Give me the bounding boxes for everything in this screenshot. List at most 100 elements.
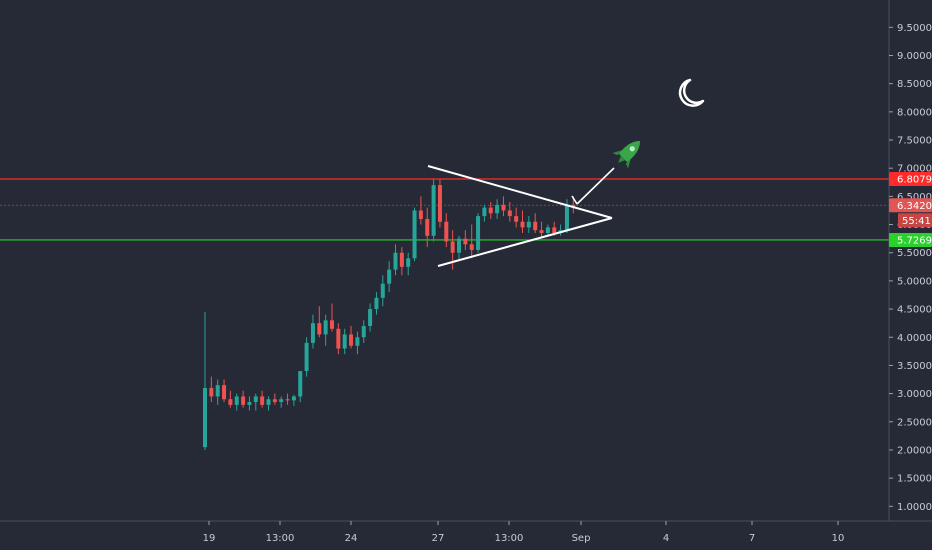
candle-body xyxy=(342,334,347,349)
candle-body xyxy=(450,241,455,253)
candle xyxy=(501,196,506,217)
price-axis[interactable]: 1.0000 1.5000 2.0000 2.5000 3.0000 3.5000 4.00… xyxy=(889,23,932,513)
triangle-pattern xyxy=(427,165,613,267)
candle-body xyxy=(380,283,385,298)
candle-body xyxy=(298,371,303,397)
candle xyxy=(272,393,277,405)
candle-body xyxy=(266,399,271,405)
candle-body xyxy=(310,323,315,343)
breakout-arrow-line xyxy=(576,167,615,205)
y-tick-label: 4.5000 xyxy=(897,305,932,316)
candle-body xyxy=(418,210,423,219)
candle-body xyxy=(526,221,531,228)
candle xyxy=(336,323,341,355)
candle xyxy=(260,390,265,408)
candle xyxy=(342,328,347,355)
y-tick-label: 5.0000 xyxy=(897,276,932,287)
price-tag-label: 6.3420 xyxy=(897,201,932,212)
candle xyxy=(222,379,227,403)
candle-body xyxy=(520,221,525,228)
rocket-icon xyxy=(612,140,641,169)
y-tick-label: 7.5000 xyxy=(897,136,932,147)
time-axis[interactable]: 19 13:00 24 27 13:00 Sep 4 7 10 xyxy=(203,521,845,544)
candle xyxy=(507,202,512,222)
candle xyxy=(444,213,449,248)
candle xyxy=(476,213,481,253)
candle xyxy=(533,213,538,234)
y-tick-label: 9.0000 xyxy=(897,51,932,62)
candle-body xyxy=(349,334,354,346)
x-tick-label: 27 xyxy=(432,533,445,544)
candle-body xyxy=(260,396,265,405)
x-tick-label: 24 xyxy=(345,533,358,544)
y-tick-label: 4.0000 xyxy=(897,333,932,344)
candle-body xyxy=(482,207,487,217)
candle xyxy=(355,331,360,355)
y-tick-label: 5.5000 xyxy=(897,248,932,259)
candle xyxy=(469,224,474,259)
candle xyxy=(298,371,303,403)
breakout-arrow xyxy=(571,167,615,205)
candle-body xyxy=(361,325,366,338)
candle-body xyxy=(285,399,290,401)
moon-icon xyxy=(678,78,705,107)
candle-body xyxy=(444,221,449,242)
candle-body xyxy=(463,238,468,245)
y-tick-label: 2.0000 xyxy=(897,445,932,456)
candle xyxy=(285,393,290,405)
countdown-tag: 55:41 xyxy=(898,213,932,228)
candle xyxy=(304,337,309,377)
candle xyxy=(495,199,500,219)
candle-body xyxy=(564,204,569,231)
candle xyxy=(399,247,404,276)
candle xyxy=(209,376,214,403)
triangle-lower-line xyxy=(437,217,613,267)
y-tick-label: 8.0000 xyxy=(897,107,932,118)
candle-body xyxy=(323,320,328,335)
candle-body xyxy=(279,399,284,403)
candle xyxy=(203,311,207,450)
candle xyxy=(425,207,430,248)
candle-body xyxy=(488,207,493,214)
candles xyxy=(203,179,576,450)
candle-body xyxy=(406,258,411,267)
candle-body xyxy=(272,399,277,403)
x-tick-label: 13:00 xyxy=(266,533,295,544)
candle xyxy=(558,224,563,236)
candle-body xyxy=(355,337,360,346)
y-tick-label: 6.5000 xyxy=(897,192,932,203)
x-tick-label: 13:00 xyxy=(495,533,524,544)
price-tag-6.8079: 6.8079 xyxy=(889,172,932,187)
candle-body xyxy=(304,342,309,372)
candle xyxy=(234,393,239,411)
x-tick-label: 4 xyxy=(663,533,669,544)
candle-body xyxy=(457,238,461,253)
candle xyxy=(526,216,531,234)
candle xyxy=(514,207,519,228)
price-tag-6.3420: 6.3420 xyxy=(889,198,932,213)
candle xyxy=(431,179,436,242)
candle xyxy=(247,396,252,411)
candle xyxy=(457,235,461,262)
candle xyxy=(317,306,322,338)
candle-body xyxy=(431,185,436,236)
candle-body xyxy=(412,210,417,259)
y-tick-label: 3.0000 xyxy=(897,389,932,400)
candle-body xyxy=(507,210,512,217)
candle-body xyxy=(425,218,430,236)
candle-body xyxy=(539,230,544,234)
candle xyxy=(393,244,398,276)
candle-body xyxy=(399,252,404,267)
x-tick-label: 19 xyxy=(203,533,216,544)
candle-body xyxy=(387,269,392,284)
candle xyxy=(215,379,220,405)
x-tick-label: Sep xyxy=(572,533,591,544)
candle-body xyxy=(495,204,500,214)
price-tag-5.7269: 5.7269 xyxy=(889,232,932,247)
candle xyxy=(266,396,271,411)
candle-body xyxy=(552,227,557,234)
candle xyxy=(412,207,417,262)
candle xyxy=(418,196,423,225)
candle-body xyxy=(215,385,220,397)
